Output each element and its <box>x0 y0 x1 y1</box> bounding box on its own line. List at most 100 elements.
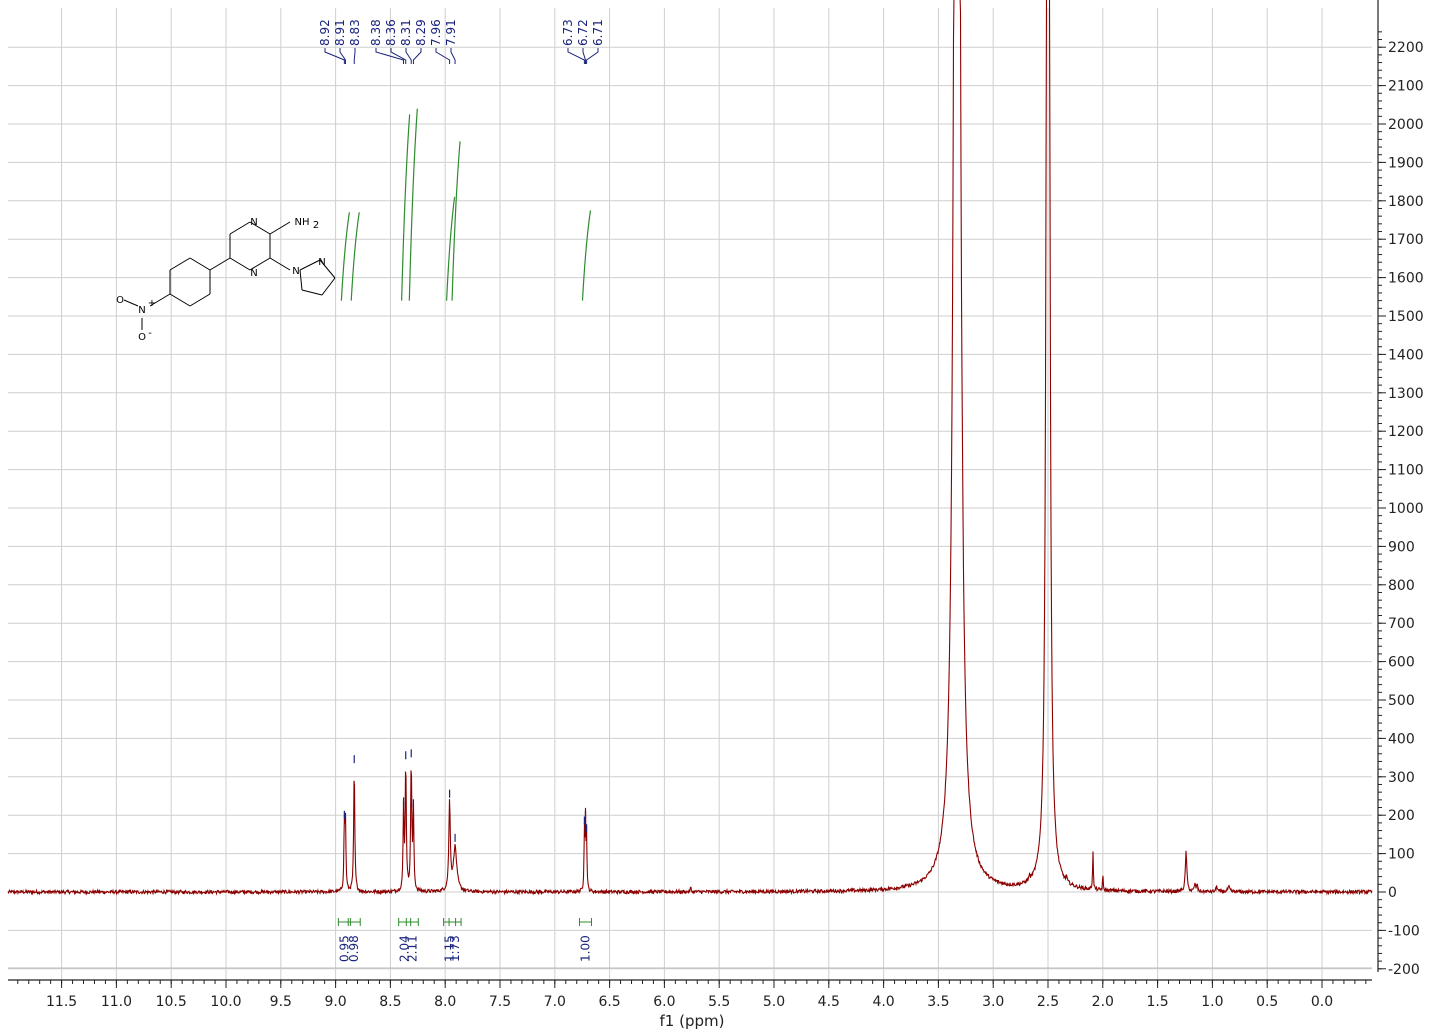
x-tick-label: 9.0 <box>324 994 346 1010</box>
y-tick-label: 100 <box>1388 847 1415 863</box>
y-tick-label: 1900 <box>1388 155 1424 171</box>
integral-value: 0.98 <box>347 935 361 962</box>
peak-label-connector <box>435 48 451 64</box>
peak-label-connector <box>405 48 412 64</box>
y-tick-label: 300 <box>1388 770 1415 786</box>
x-tick-label: 6.5 <box>598 994 620 1010</box>
peak-label-connector <box>586 48 599 64</box>
integral-bracket <box>578 918 592 926</box>
x-tick-label: 9.5 <box>270 994 292 1010</box>
y-tick-label: 0 <box>1388 885 1397 901</box>
x-tick-label: 6.0 <box>653 994 675 1010</box>
spectrum-trace <box>7 0 1373 896</box>
x-tick-label: 10.5 <box>156 994 187 1010</box>
peak-label-connector <box>450 48 456 64</box>
pyrazine-bond <box>229 257 251 271</box>
phenyl-bond <box>189 257 211 271</box>
y-tick-label: 2200 <box>1388 40 1424 56</box>
x-tick-label: 8.0 <box>434 994 456 1010</box>
peak-label: 6.73 <box>561 19 575 46</box>
y-tick-label: 2100 <box>1388 79 1424 95</box>
integral-value: 0.95 <box>337 935 351 962</box>
integral-value: 1.73 <box>448 935 462 962</box>
peak-label-connector <box>567 48 585 64</box>
peak-label: 8.83 <box>348 19 362 46</box>
x-axis-title: f1 (ppm) <box>660 1012 725 1030</box>
peak-label-connector <box>582 48 586 64</box>
peak-label: 8.31 <box>399 19 413 46</box>
integral-curve <box>451 141 461 301</box>
peak-labels: 8.92 8.91 8.83 8.38 8.36 8.31 8.29 7.96 7.91 6.73… <box>318 19 605 64</box>
nitro-o1-bond <box>123 299 139 307</box>
y-tick-label: 1200 <box>1388 424 1424 440</box>
integral-curve <box>401 114 411 301</box>
plot-frame <box>8 0 1379 981</box>
amine-bond <box>269 221 291 235</box>
pyrazine-bond <box>249 257 271 271</box>
spectrum-line <box>7 0 1373 896</box>
y-tick-label: 700 <box>1388 616 1415 632</box>
integral-curve <box>408 108 418 301</box>
pyrazole-bond <box>301 289 323 296</box>
y-tick-label: 1100 <box>1388 463 1424 479</box>
y-tick-label: 1700 <box>1388 232 1424 248</box>
peak-label: 7.96 <box>429 19 443 46</box>
pyrazole-link-bond <box>269 257 291 271</box>
peak-label: 8.29 <box>414 19 428 46</box>
x-tick-label: 3.0 <box>982 994 1004 1010</box>
atom-nitro-charge: + <box>148 298 156 309</box>
peak-label-connector <box>324 48 345 64</box>
x-tick-label: 4.5 <box>818 994 840 1010</box>
y-tick-label: 500 <box>1388 693 1415 709</box>
peak-label: 8.36 <box>384 19 398 46</box>
integral-value: 2.04 <box>398 935 412 962</box>
x-tick-label: 0.0 <box>1311 994 1333 1010</box>
y-tick-label: 200 <box>1388 808 1415 824</box>
axes: f1 (ppm) 11.5 11.0 10.5 10.0 9.5 9.0 8.5 8.0 7.5… <box>17 31 1424 1030</box>
integral-curve <box>445 196 456 301</box>
peak-label: 6.72 <box>576 19 590 46</box>
integral-value: 1.00 <box>578 935 592 962</box>
grid-layer <box>8 8 1372 980</box>
y-tick-label: -100 <box>1388 923 1420 939</box>
x-tick-label: 3.5 <box>927 994 949 1010</box>
peak-label-connector <box>353 48 356 64</box>
integral-bracket <box>347 918 361 926</box>
y-tick-label: 900 <box>1388 539 1415 555</box>
atom-n2: N <box>250 268 257 279</box>
x-tick-label: 5.5 <box>708 994 730 1010</box>
integral-curve <box>581 210 592 301</box>
peak-label: 8.92 <box>318 19 332 46</box>
y-tick-label: 800 <box>1388 578 1415 594</box>
x-tick-label: 0.5 <box>1256 994 1278 1010</box>
atom-nitro-n: N <box>138 305 145 316</box>
y-tick-label: 1500 <box>1388 309 1424 325</box>
y-tick-label: 400 <box>1388 731 1415 747</box>
nitro-bond <box>149 293 171 307</box>
x-tick-label: 2.5 <box>1037 994 1059 1010</box>
y-tick-label: -200 <box>1388 962 1420 978</box>
y-tick-label: 1400 <box>1388 347 1424 363</box>
integral-labels: 0.950.98 2.042.11 1.151.73 1.00 <box>337 918 592 962</box>
atom-nh2-sub: 2 <box>313 220 319 231</box>
y-tick-label: 2000 <box>1388 117 1424 133</box>
aryl-link-bond <box>209 257 231 271</box>
integral-curve <box>340 212 350 301</box>
peak-label: 7.91 <box>444 19 458 46</box>
atom-nitro-o2: O <box>138 332 146 343</box>
atom-pyrazole-n2: N <box>318 257 325 268</box>
pyrazole-bond <box>299 269 303 291</box>
x-tick-label: 10.0 <box>210 994 241 1010</box>
pyrazole-bond <box>319 259 336 279</box>
y-tick-label: 1600 <box>1388 271 1424 287</box>
peak-label: 8.91 <box>333 19 347 46</box>
x-tick-label: 11.5 <box>46 994 77 1010</box>
peak-label: 6.71 <box>591 19 605 46</box>
pyrazine-bond <box>249 221 271 235</box>
y-tick-label: 1300 <box>1388 386 1424 402</box>
peak-label-connector <box>339 48 346 64</box>
phenyl-bond <box>169 257 191 271</box>
integral-curves <box>340 108 592 301</box>
peak-label: 8.38 <box>369 19 383 46</box>
